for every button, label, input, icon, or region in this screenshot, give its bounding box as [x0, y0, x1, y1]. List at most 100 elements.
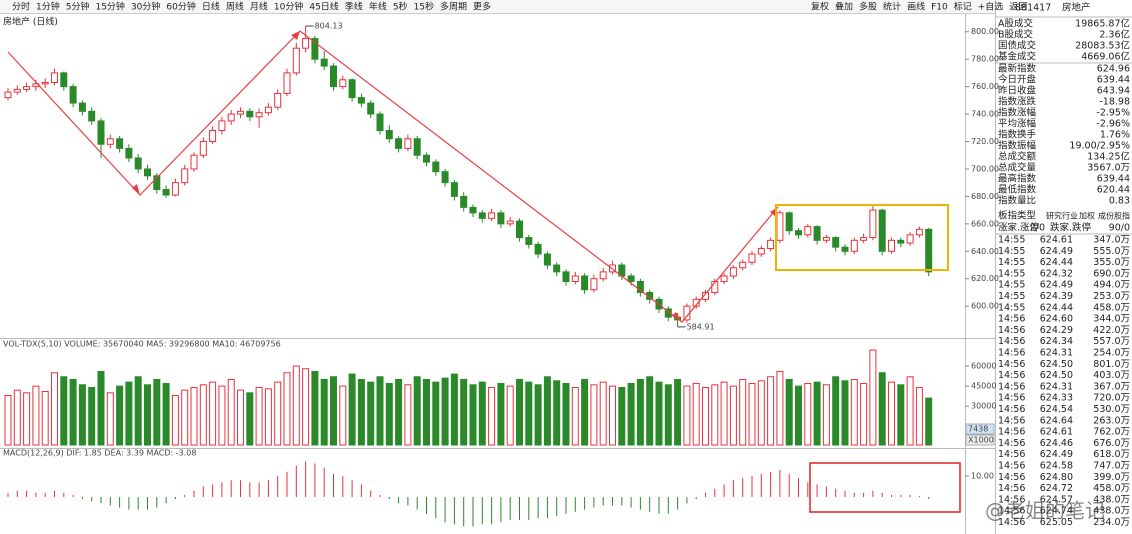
trade-time: 14:56: [998, 449, 1025, 460]
candle-body: [255, 112, 263, 118]
toolbar-tab[interactable]: 年线: [369, 1, 387, 13]
candle-body: [571, 275, 579, 282]
toolbar-tab[interactable]: 月线: [250, 1, 268, 13]
trade-volume: 263.0万: [1093, 415, 1130, 426]
badge: [965, 434, 995, 446]
volume-bar: [190, 386, 198, 446]
volume-bar: [562, 382, 570, 446]
toolbar-button[interactable]: +自选: [978, 1, 1004, 13]
row-label: A股成交: [998, 18, 1033, 30]
row-value: -2.95%: [1096, 108, 1130, 119]
type-cell[interactable]: 加权: [1079, 211, 1095, 221]
trade-time: 14:56: [998, 336, 1025, 347]
toolbar-button[interactable]: 画线: [907, 1, 925, 13]
toolbar-button[interactable]: F10: [931, 3, 948, 13]
candle-body: [13, 88, 21, 93]
annotation: 584.91: [687, 322, 715, 331]
candle-body: [702, 291, 709, 300]
row-value: 19865.87亿: [1075, 18, 1130, 30]
volume-bar: [274, 381, 282, 446]
trade-volume: 557.0万: [1093, 336, 1130, 347]
toolbar-button[interactable]: 多股: [859, 1, 877, 13]
trade-time: 14:56: [998, 381, 1025, 392]
toolbar-tab[interactable]: 30分钟: [131, 1, 160, 13]
trade-time: 14:56: [998, 359, 1025, 370]
volume-bar: [199, 384, 207, 446]
toolbar-tab[interactable]: 分时: [12, 1, 30, 13]
trade-price: 624.57: [1040, 494, 1073, 505]
y-tick-label: 700.00: [971, 164, 999, 173]
toolbar-tab[interactable]: 周线: [226, 1, 244, 13]
volume-bar: [162, 382, 170, 446]
toolbar-tab[interactable]: 季线: [345, 1, 363, 13]
volume-bar: [450, 373, 458, 446]
volume-bar: [543, 376, 551, 446]
volume-bar: [646, 376, 654, 446]
candle-body: [320, 58, 328, 67]
trade-price: 624.44: [1040, 257, 1073, 268]
candle-body: [302, 38, 310, 49]
row-label: 基金成交: [998, 51, 1037, 63]
toolbar-tab[interactable]: 45日线: [309, 1, 338, 13]
candle-body: [488, 212, 496, 219]
trade-price: 624.58: [1040, 461, 1073, 472]
candle-body: [757, 248, 765, 255]
trade-volume: 720.0万: [1093, 393, 1130, 404]
candle-body: [199, 141, 207, 156]
toolbar-button[interactable]: 标记: [954, 1, 972, 13]
trade-price: 624.39: [1040, 291, 1073, 302]
candle-body: [525, 237, 533, 245]
volume-bar: [116, 385, 124, 446]
volume-bar: [739, 378, 747, 446]
toolbar-button[interactable]: 叠加: [835, 2, 853, 13]
candle-body: [78, 102, 86, 112]
y-tick-label: 60000: [971, 362, 996, 371]
candle-body: [190, 154, 198, 170]
volume-bar: [264, 388, 272, 446]
candle-body: [776, 212, 784, 241]
volume-bar: [478, 381, 486, 446]
volume-bar: [915, 386, 923, 446]
volume-bar: [181, 389, 189, 446]
trade-volume: 458.0万: [1093, 302, 1130, 313]
arrow-head: [672, 312, 682, 322]
trade-time: 14:55: [998, 302, 1025, 313]
volume-bar: [729, 385, 737, 446]
type-cell[interactable]: 成份股指: [1098, 211, 1130, 221]
volume-bar: [13, 389, 21, 446]
type-cell[interactable]: 研究行业: [1046, 211, 1078, 221]
toolbar-tab[interactable]: 1分钟: [36, 1, 60, 13]
toolbar-tab[interactable]: 10分钟: [274, 1, 303, 13]
trade-time: 14:55: [998, 246, 1025, 257]
volume-bar: [144, 384, 151, 446]
toolbar-tab[interactable]: 5秒: [393, 1, 408, 13]
toolbar-button[interactable]: 返回: [1009, 1, 1027, 13]
toolbar-tab[interactable]: 多周期: [440, 1, 467, 13]
arrow-head: [132, 184, 140, 195]
trade-time: 14:56: [998, 370, 1025, 381]
toolbar-tab[interactable]: 15秒: [414, 1, 434, 13]
y-tick-label: 640.00: [971, 247, 999, 256]
candle-body: [543, 253, 551, 266]
volume-bar: [711, 384, 719, 446]
volume-bar: [720, 381, 728, 446]
toolbar-tab[interactable]: 5分钟: [66, 1, 90, 13]
candle-body: [339, 79, 347, 88]
toolbar-tab[interactable]: 15分钟: [95, 1, 124, 13]
candle-body: [832, 237, 840, 248]
toolbar-button[interactable]: 统计: [883, 1, 901, 13]
trade-time: 14:55: [998, 257, 1025, 268]
candle-body: [237, 110, 244, 115]
toolbar-tab[interactable]: 60分钟: [166, 1, 195, 13]
toolbar-button[interactable]: 复权: [811, 1, 829, 13]
volume-bar: [925, 397, 933, 446]
candle-body: [274, 92, 282, 108]
trade-volume: 253.0万: [1093, 291, 1130, 302]
toolbar-tab[interactable]: 日线: [202, 1, 220, 13]
trade-time: 14:56: [998, 506, 1025, 517]
candle-body: [60, 72, 68, 88]
toolbar-tab[interactable]: 更多: [473, 1, 491, 13]
